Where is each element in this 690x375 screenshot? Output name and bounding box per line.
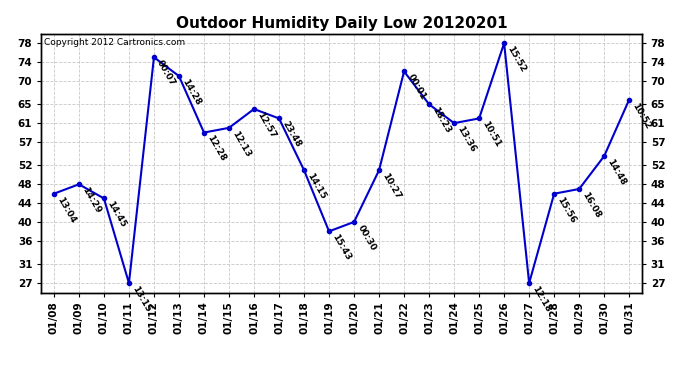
Text: Copyright 2012 Cartronics.com: Copyright 2012 Cartronics.com <box>44 38 186 46</box>
Text: 15:56: 15:56 <box>555 195 578 224</box>
Text: 13:36: 13:36 <box>455 124 477 154</box>
Text: 13:15: 13:15 <box>130 285 152 314</box>
Text: 12:13: 12:13 <box>230 129 253 159</box>
Text: 14:48: 14:48 <box>606 158 628 187</box>
Text: 10:27: 10:27 <box>380 172 402 201</box>
Text: 10:51: 10:51 <box>480 120 502 149</box>
Text: 12:18: 12:18 <box>531 285 553 314</box>
Text: 23:48: 23:48 <box>280 120 303 149</box>
Text: 00:30: 00:30 <box>355 224 377 252</box>
Text: 14:45: 14:45 <box>106 200 128 229</box>
Text: 18:23: 18:23 <box>431 106 453 135</box>
Text: 14:29: 14:29 <box>80 186 103 215</box>
Text: 15:43: 15:43 <box>331 233 353 262</box>
Text: 10:52: 10:52 <box>631 101 653 130</box>
Text: 15:52: 15:52 <box>506 45 528 74</box>
Text: 16:08: 16:08 <box>580 190 602 220</box>
Text: 12:28: 12:28 <box>206 134 228 163</box>
Text: 14:15: 14:15 <box>306 172 328 201</box>
Text: 13:04: 13:04 <box>55 195 77 224</box>
Text: 00:07: 00:07 <box>155 58 177 88</box>
Text: 00:01: 00:01 <box>406 73 427 102</box>
Text: 14:28: 14:28 <box>180 78 203 107</box>
Title: Outdoor Humidity Daily Low 20120201: Outdoor Humidity Daily Low 20120201 <box>176 16 507 31</box>
Text: 12:57: 12:57 <box>255 110 277 140</box>
